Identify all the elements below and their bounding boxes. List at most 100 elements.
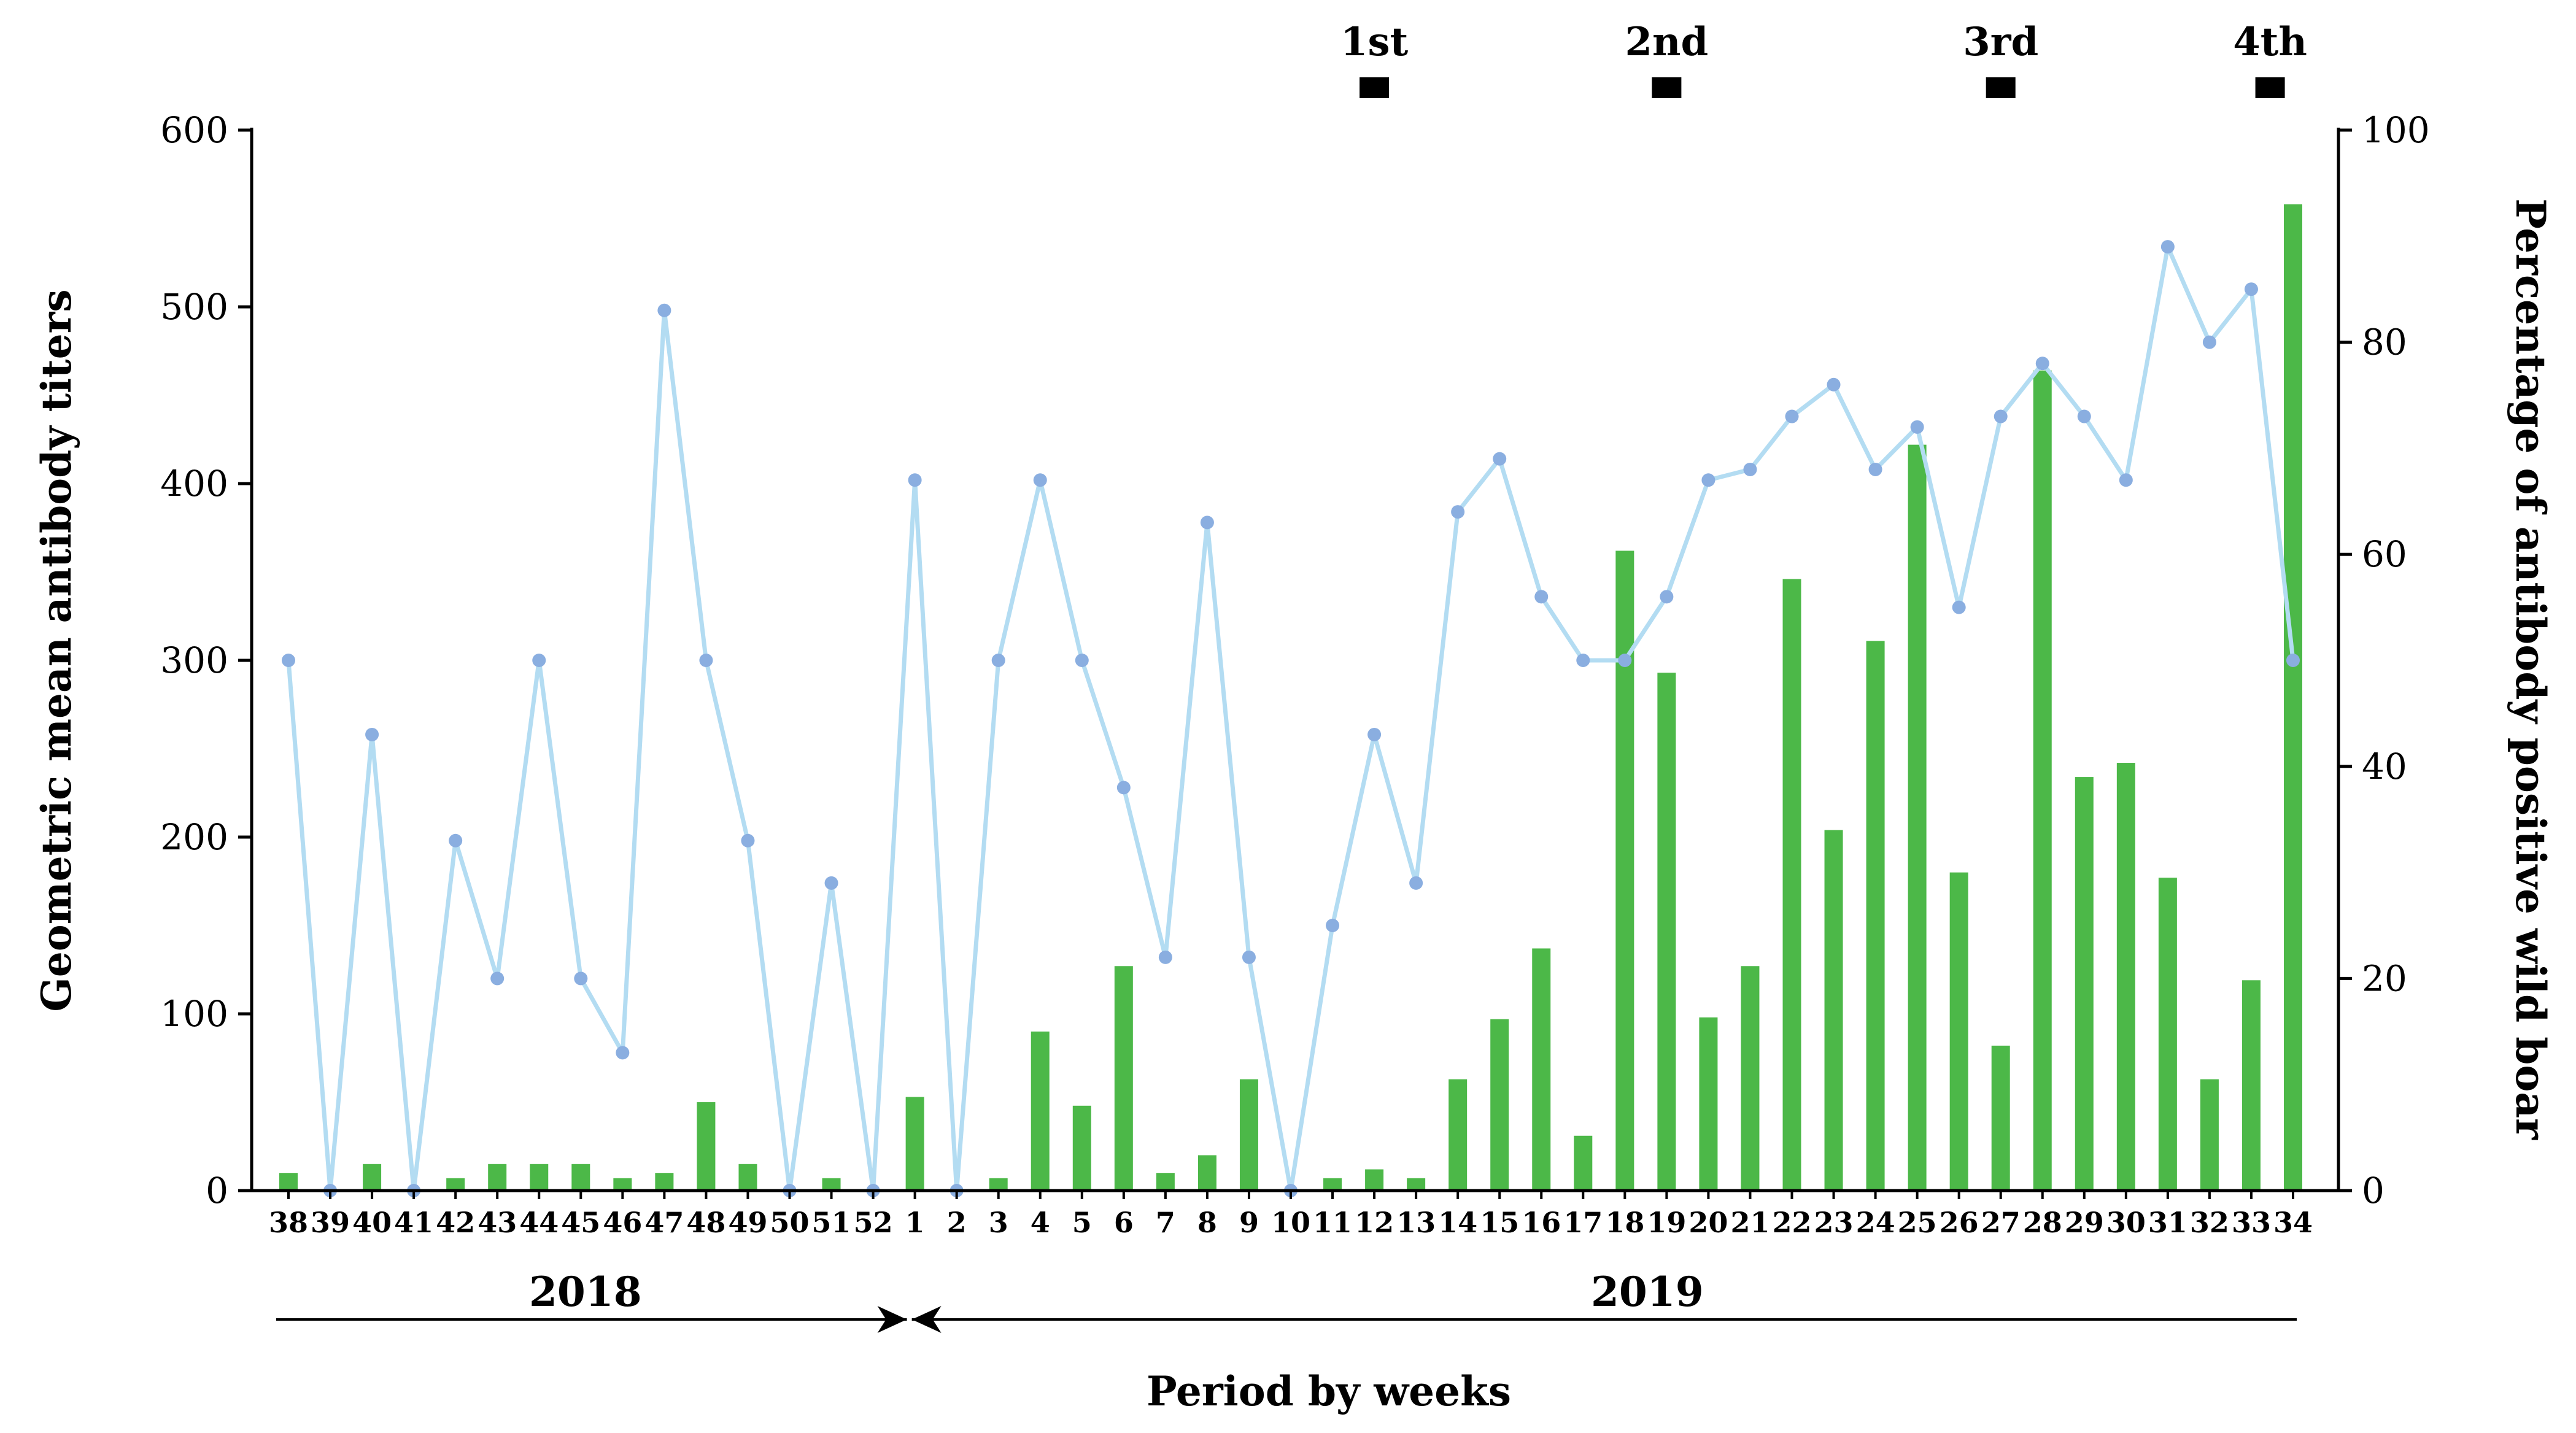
marker-label: 2nd xyxy=(1625,19,1708,65)
bar-week-48 xyxy=(697,1102,716,1191)
bar-week-27 xyxy=(1991,1045,2010,1191)
marker-label: 4th xyxy=(2233,19,2307,65)
bar-week-14 xyxy=(1449,1079,1468,1191)
point-week-19 xyxy=(1660,590,1674,604)
bar-week-29 xyxy=(2075,777,2094,1191)
point-week-47 xyxy=(657,303,671,317)
x-tick-label-28: 28 xyxy=(2023,1206,2062,1239)
bar-week-17 xyxy=(1574,1135,1593,1191)
y-right-tick-label: 60 xyxy=(2362,533,2407,575)
y-right-tick-label: 20 xyxy=(2362,957,2407,999)
bar-week-33 xyxy=(2241,980,2261,1191)
y-left-tick-label: 600 xyxy=(160,109,228,151)
y-right-tick-label: 80 xyxy=(2362,322,2407,363)
point-week-6 xyxy=(1116,781,1131,795)
x-tick-label-32: 32 xyxy=(2190,1206,2229,1239)
bar-week-6 xyxy=(1114,966,1133,1191)
x-tick-label-11: 11 xyxy=(1313,1206,1352,1239)
point-week-5 xyxy=(1075,654,1089,667)
bar-week-51 xyxy=(822,1178,841,1191)
x-tick-label-34: 34 xyxy=(2273,1206,2313,1239)
point-week-33 xyxy=(2244,282,2258,296)
bar-week-5 xyxy=(1072,1105,1091,1191)
x-tick-label-2: 2 xyxy=(947,1206,967,1239)
marker-2nd: 2nd xyxy=(1625,19,1708,98)
bar-week-13 xyxy=(1407,1178,1426,1191)
bar-week-32 xyxy=(2200,1079,2219,1191)
bar-week-34 xyxy=(2284,204,2302,1191)
x-tick-label-46: 46 xyxy=(603,1206,642,1239)
point-week-11 xyxy=(1326,919,1340,932)
year-range-2018: 2018 xyxy=(276,1268,907,1333)
point-week-32 xyxy=(2202,335,2216,349)
x-tick-label-45: 45 xyxy=(561,1206,600,1239)
point-week-14 xyxy=(1451,505,1465,519)
point-week-7 xyxy=(1158,950,1172,964)
point-week-30 xyxy=(2119,473,2133,487)
point-week-29 xyxy=(2077,409,2091,423)
point-week-34 xyxy=(2286,654,2300,667)
point-week-46 xyxy=(616,1046,630,1060)
x-tick-label-15: 15 xyxy=(1480,1206,1519,1239)
bar-week-43 xyxy=(488,1164,507,1191)
year-label: 2018 xyxy=(529,1268,642,1316)
x-tick-label-42: 42 xyxy=(436,1206,475,1239)
x-tick-label-33: 33 xyxy=(2232,1206,2271,1239)
x-tick-label-9: 9 xyxy=(1239,1206,1259,1239)
arrow-head-left xyxy=(911,1306,942,1333)
bar-week-25 xyxy=(1908,444,1927,1191)
bar-week-23 xyxy=(1824,830,1843,1191)
point-week-49 xyxy=(741,833,755,848)
point-week-31 xyxy=(2160,240,2175,254)
point-week-28 xyxy=(2035,357,2049,371)
y-right-tick-label: 100 xyxy=(2362,109,2430,151)
arrow-head-right xyxy=(877,1306,907,1333)
bar-week-3 xyxy=(989,1178,1008,1191)
x-tick-label-49: 49 xyxy=(728,1206,767,1239)
y-left-tick-label: 100 xyxy=(160,993,228,1035)
x-tick-label-24: 24 xyxy=(1856,1206,1895,1239)
y-left-axis-title: Geometric mean antibody titers xyxy=(33,289,80,1011)
bar-week-11 xyxy=(1323,1178,1342,1191)
point-week-44 xyxy=(532,654,546,667)
marker-square xyxy=(2255,77,2285,98)
bar-week-9 xyxy=(1239,1079,1258,1191)
y-right-axis-title: Percentage of antibody positive wild boa… xyxy=(2507,198,2555,1140)
year-range-2019: 2019 xyxy=(911,1268,2297,1333)
x-tick-label-6: 6 xyxy=(1114,1206,1134,1239)
x-tick-label-44: 44 xyxy=(519,1206,559,1239)
marker-label: 1st xyxy=(1340,19,1409,65)
point-week-40 xyxy=(365,727,379,741)
x-tick-label-23: 23 xyxy=(1814,1206,1854,1239)
x-tick-label-19: 19 xyxy=(1647,1206,1686,1239)
bar-week-1 xyxy=(905,1097,924,1191)
year-label: 2019 xyxy=(1591,1268,1704,1316)
x-tick-label-50: 50 xyxy=(770,1206,809,1239)
point-week-43 xyxy=(490,971,505,986)
x-tick-label-39: 39 xyxy=(311,1206,350,1239)
y-right-tick-label: 0 xyxy=(2362,1170,2385,1211)
x-tick-label-52: 52 xyxy=(854,1206,893,1239)
x-tick-label-1: 1 xyxy=(905,1206,925,1239)
marker-1st: 1st xyxy=(1340,19,1409,98)
point-week-25 xyxy=(1910,420,1924,434)
x-tick-label-21: 21 xyxy=(1730,1206,1770,1239)
bar-week-7 xyxy=(1156,1173,1175,1191)
bar-week-45 xyxy=(571,1164,590,1191)
point-week-3 xyxy=(991,654,1005,667)
x-tick-label-8: 8 xyxy=(1197,1206,1217,1239)
x-tick-label-38: 38 xyxy=(269,1206,308,1239)
point-week-18 xyxy=(1618,654,1632,667)
point-week-1 xyxy=(908,473,922,487)
bar-week-44 xyxy=(530,1164,549,1191)
point-week-26 xyxy=(1952,600,1966,614)
point-week-9 xyxy=(1242,950,1256,964)
point-week-51 xyxy=(824,876,838,890)
point-week-20 xyxy=(1701,473,1715,487)
point-week-21 xyxy=(1743,462,1757,476)
x-tick-label-41: 41 xyxy=(394,1206,433,1239)
x-tick-label-47: 47 xyxy=(644,1206,684,1239)
bar-week-8 xyxy=(1197,1155,1216,1191)
